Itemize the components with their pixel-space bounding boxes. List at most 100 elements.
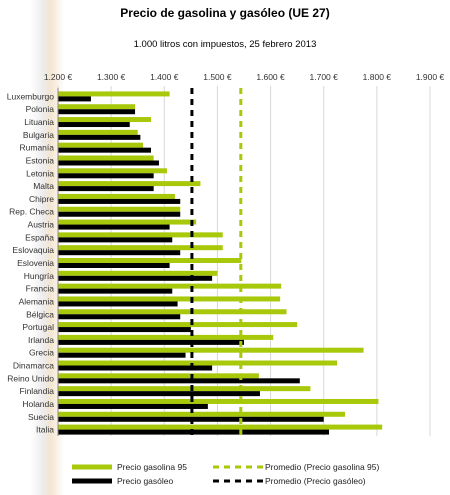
- bar-gasolina: [58, 283, 282, 289]
- legend-label-promedio-gasolina: Promedio (Precio gasolina 95): [265, 462, 380, 472]
- category-label: Hungría: [24, 271, 55, 281]
- bar-gasolina: [58, 142, 144, 148]
- bar-gasoleo: [58, 391, 260, 397]
- bar-gasoleo: [58, 211, 181, 217]
- bar-gasolina: [58, 386, 311, 392]
- category-label: Suecia: [28, 412, 54, 422]
- bar-gasoleo: [58, 365, 213, 371]
- bar-gasolina: [58, 245, 223, 251]
- category-label: Reino Unido: [7, 373, 54, 383]
- category-label: Bulgaria: [23, 130, 54, 140]
- bar-gasoleo: [58, 122, 130, 128]
- bar-gasolina: [58, 296, 281, 302]
- chart-subtitle: 1.000 litros con impuestos, 25 febrero 2…: [134, 39, 317, 50]
- category-label: Irlanda: [28, 335, 54, 345]
- x-axis-ticks: 1.200 € 1.300 € 1.400 € 1.500 € 1.600 € 1.700…: [44, 72, 445, 82]
- bar-gasolina: [58, 309, 287, 315]
- x-tick-label: 1.200 €: [44, 72, 73, 82]
- bar-gasoleo: [58, 237, 173, 243]
- category-label: España: [25, 232, 54, 242]
- bar-gasoleo: [58, 301, 178, 307]
- bar-gasoleo: [58, 352, 186, 358]
- bar-gasolina: [58, 181, 201, 187]
- legend-label-gasolina: Precio gasolina 95: [117, 462, 187, 472]
- category-label: Chipre: [29, 194, 54, 204]
- bar-gasolina: [58, 424, 383, 430]
- x-tick-label: 1.800 €: [363, 72, 392, 82]
- bar-gasoleo: [58, 134, 141, 140]
- bar-gasolina: [58, 398, 379, 404]
- category-label: Portugal: [22, 322, 54, 332]
- category-label: Italia: [36, 425, 54, 435]
- bar-gasolina: [58, 347, 364, 353]
- x-tick-label: 1.400 €: [150, 72, 179, 82]
- bar-gasolina: [58, 322, 298, 328]
- bar-gasolina: [58, 168, 167, 174]
- bar-gasolina: [58, 411, 345, 417]
- bar-gasolina: [58, 258, 242, 263]
- category-label: Finlandia: [20, 386, 55, 396]
- bar-gasoleo: [58, 173, 154, 179]
- bar-gasoleo: [58, 250, 181, 256]
- bar-gasolina: [58, 232, 223, 238]
- bar-gasoleo: [58, 288, 173, 294]
- category-label: Lituania: [24, 117, 54, 127]
- bar-gasoleo: [58, 327, 191, 333]
- category-label: Luxemburgo: [7, 91, 55, 101]
- category-label: Alemania: [19, 296, 55, 306]
- bar-gasolina: [58, 155, 154, 161]
- category-label: Dinamarca: [13, 361, 54, 371]
- category-label: Estonia: [26, 155, 55, 165]
- bars-group: [58, 91, 383, 435]
- bar-gasoleo: [58, 160, 159, 166]
- x-tick-label: 1.900 €: [416, 72, 445, 82]
- x-tick-label: 1.500 €: [203, 72, 232, 82]
- category-label: Rep. Checa: [9, 207, 54, 217]
- bar-gasoleo: [58, 429, 330, 435]
- bar-gasolina: [58, 91, 170, 97]
- category-label: Eslovaquia: [12, 245, 54, 255]
- bar-gasoleo: [58, 224, 170, 230]
- bar-gasoleo: [58, 314, 181, 320]
- bar-gasolina: [58, 104, 136, 110]
- bar-gasoleo: [58, 147, 151, 153]
- bar-gasoleo: [58, 275, 213, 281]
- bar-gasoleo: [58, 186, 154, 192]
- bar-gasoleo: [58, 403, 208, 409]
- category-label: Bélgica: [26, 309, 54, 319]
- category-label: Austria: [28, 220, 55, 230]
- bar-gasolina: [58, 334, 274, 340]
- bar-gasolina: [58, 219, 197, 225]
- x-tick-label: 1.700 €: [310, 72, 339, 82]
- bar-gasoleo: [58, 378, 300, 384]
- category-label: Malta: [33, 181, 54, 191]
- x-tick-label: 1.600 €: [256, 72, 285, 82]
- bar-gasoleo: [58, 339, 244, 345]
- bar-gasolina: [58, 117, 151, 123]
- bar-gasoleo: [58, 109, 136, 115]
- legend-label-promedio-gasoleo: Promedio (Precio gasóleo): [265, 476, 366, 486]
- bar-gasoleo: [58, 96, 91, 102]
- bar-gasolina: [58, 373, 259, 379]
- category-label: Grecia: [29, 348, 54, 358]
- average-lines: [190, 88, 243, 436]
- bar-gasolina: [58, 270, 218, 276]
- bar-gasolina: [58, 193, 175, 199]
- category-label: Letonia: [26, 168, 54, 178]
- category-label: Eslovenia: [17, 258, 54, 268]
- bar-gasolina: [58, 360, 337, 366]
- bar-gasolina: [58, 129, 138, 135]
- category-label: Francia: [26, 284, 55, 294]
- legend: Precio gasolina 95 Promedio (Precio gaso…: [72, 462, 380, 486]
- category-labels: Luxemburgo Polonia Lituania Bulgaria Rumanía…: [7, 91, 55, 434]
- legend-label-gasoleo: Precio gasóleo: [117, 476, 174, 486]
- bar-gasolina: [58, 206, 181, 212]
- x-tick-label: 1.300 €: [97, 72, 126, 82]
- category-label: Rumanía: [20, 143, 55, 153]
- bar-gasoleo: [58, 263, 170, 268]
- category-label: Polonia: [26, 104, 55, 114]
- bar-gasoleo: [58, 198, 181, 204]
- chart-title: Precio de gasolina y gasóleo (UE 27): [120, 6, 329, 20]
- category-label: Holanda: [22, 399, 54, 409]
